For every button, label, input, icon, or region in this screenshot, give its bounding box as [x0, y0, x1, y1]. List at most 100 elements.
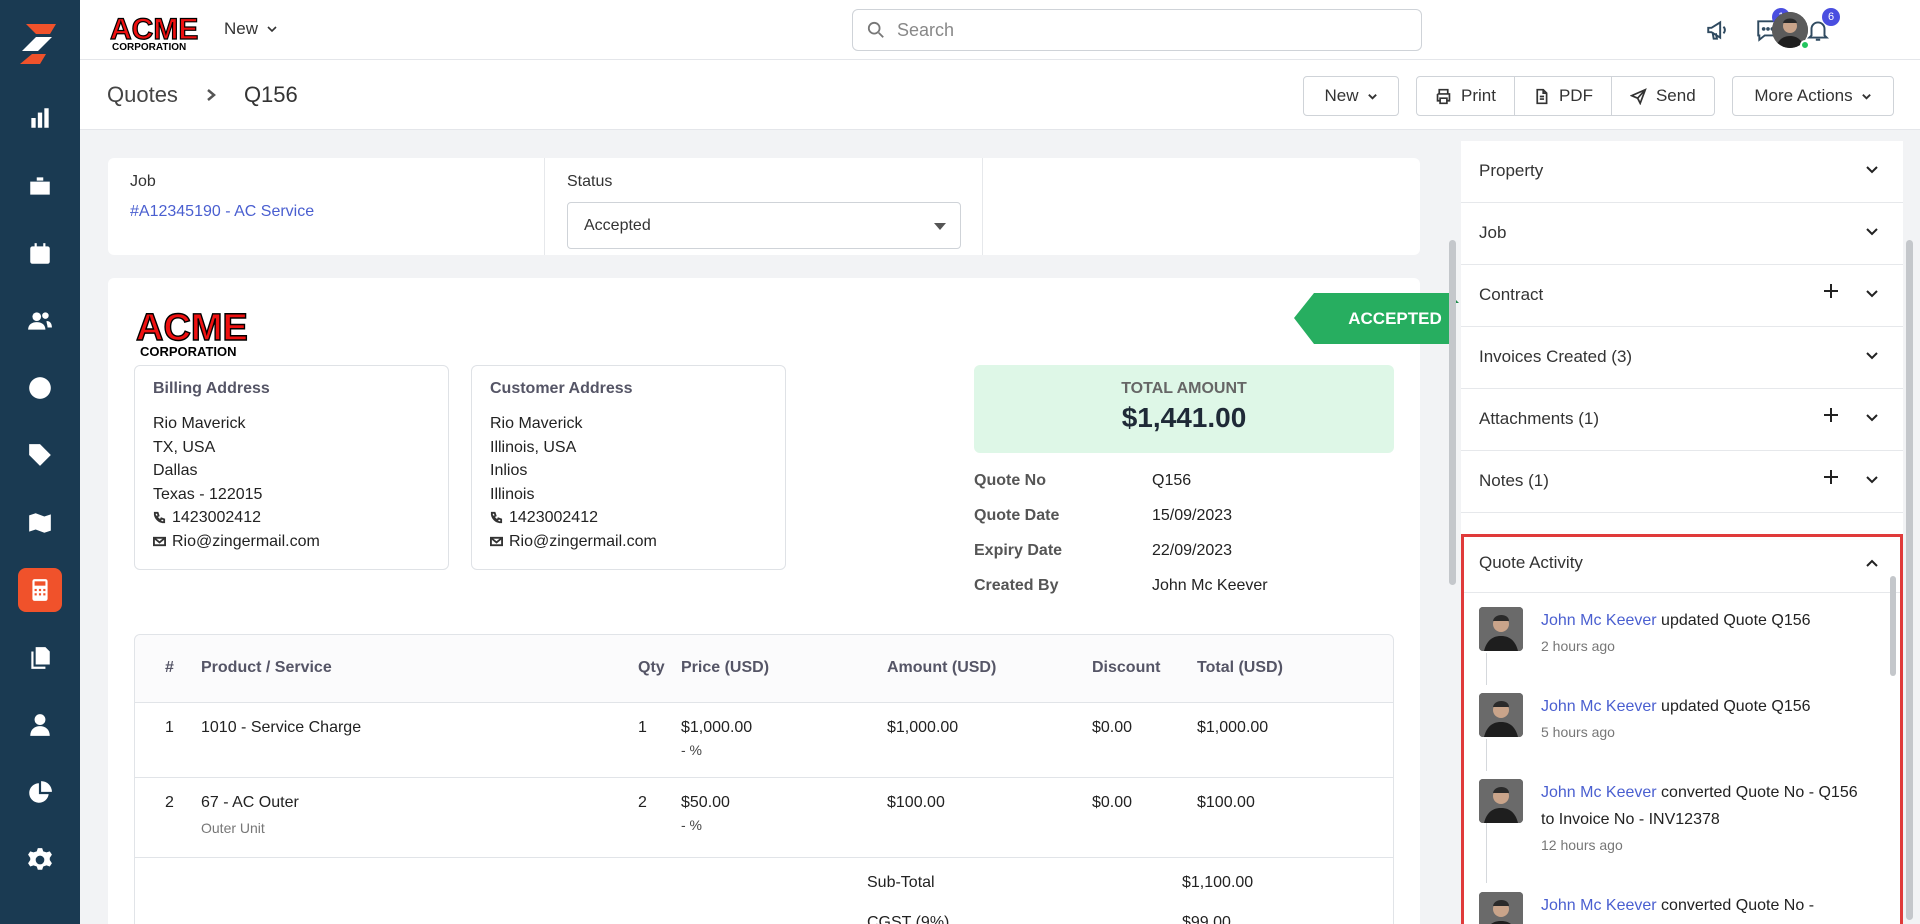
- cell-amount: $1,000.00: [887, 719, 959, 736]
- activity-time: 2 hours ago: [1541, 638, 1615, 654]
- chevron-down-icon[interactable]: [1865, 287, 1879, 301]
- total-amount-value: $1,441.00: [1121, 402, 1247, 433]
- sidebar-item-dashboard[interactable]: [18, 96, 62, 140]
- new-menu[interactable]: New: [224, 19, 278, 39]
- announcements-button[interactable]: [1702, 14, 1734, 46]
- meta-key: Created By: [974, 577, 1059, 594]
- add-contract-icon[interactable]: [1822, 282, 1840, 300]
- details-panel-inner: Property Job Contract Invoices Created (…: [1461, 141, 1903, 924]
- sidebar-item-jobs[interactable]: [18, 164, 62, 208]
- send-button[interactable]: Send: [1612, 77, 1714, 115]
- section-title: Contract: [1479, 285, 1544, 304]
- app-logo-icon[interactable]: [16, 20, 64, 68]
- cell-no: 1: [165, 719, 174, 736]
- activity-time: 12 hours ago: [1541, 837, 1623, 853]
- panel-scrollbar[interactable]: [1906, 240, 1913, 920]
- pdf-button[interactable]: PDF: [1515, 77, 1612, 115]
- brand-logo[interactable]: ACME CORPORATION: [108, 10, 200, 57]
- customer-address-card: Customer Address Rio Maverick Illinois, …: [471, 365, 786, 570]
- printer-icon: [1436, 88, 1451, 104]
- section-title: Invoices Created (3): [1479, 347, 1633, 366]
- total-amount-label: TOTAL AMOUNT: [1121, 380, 1247, 397]
- cell-price-discount: - %: [681, 817, 702, 833]
- new-menu-label: New: [224, 19, 259, 38]
- section-invoices-created[interactable]: Invoices Created (3): [1461, 327, 1903, 389]
- section-contract[interactable]: Contract: [1461, 265, 1903, 327]
- cell-total: $100.00: [1197, 794, 1255, 811]
- sidebar-item-reports[interactable]: [18, 771, 62, 815]
- sidebar-item-users[interactable]: [18, 703, 62, 747]
- customer-line: Illinois: [490, 485, 535, 503]
- ribbon-text: ACCEPTED: [1348, 309, 1442, 328]
- status-select[interactable]: Accepted: [567, 202, 961, 249]
- online-status-indicator: [1800, 40, 1810, 50]
- section-notes[interactable]: Notes (1): [1461, 451, 1903, 513]
- activity-user-link[interactable]: John Mc Keever: [1541, 612, 1657, 629]
- document-actions: Print PDF Send: [1416, 76, 1715, 116]
- svg-text:ACME: ACME: [136, 307, 248, 349]
- more-actions-button[interactable]: More Actions: [1732, 76, 1894, 116]
- sidebar-item-customers[interactable]: [18, 299, 62, 343]
- job-link[interactable]: #A12345190 - AC Service: [130, 203, 315, 220]
- chevron-down-icon[interactable]: [1865, 411, 1879, 425]
- chevron-down-icon[interactable]: [1865, 225, 1879, 239]
- section-property[interactable]: Property: [1461, 141, 1903, 203]
- table-row[interactable]: 1 1010 - Service Charge 1 $1,000.00 - % …: [135, 703, 1393, 778]
- cell-total: $1,000.00: [1197, 719, 1269, 736]
- sidebar-item-invoices[interactable]: [18, 636, 62, 680]
- sidebar-item-pricebook[interactable]: [18, 433, 62, 477]
- user-icon: [30, 714, 50, 736]
- sidebar-item-map[interactable]: [18, 501, 62, 545]
- print-button[interactable]: Print: [1417, 77, 1515, 115]
- documents-icon: [31, 647, 50, 669]
- status-label: Status: [567, 173, 613, 190]
- sidebar-item-quotes[interactable]: [18, 568, 62, 612]
- page-header: Quotes Q156 New Print PDF Send More Acti…: [80, 60, 1920, 130]
- notifications-button[interactable]: 6: [1802, 8, 1840, 46]
- table-row[interactable]: 2 67 - AC Outer Outer Unit 2 $50.00 - % …: [135, 778, 1393, 858]
- activity-user-link[interactable]: John Mc Keever: [1541, 698, 1657, 715]
- chevron-up-icon[interactable]: [1865, 556, 1879, 570]
- chevron-down-icon[interactable]: [1865, 163, 1879, 177]
- billing-line: Rio Maverick: [153, 415, 246, 432]
- more-actions-label: More Actions: [1754, 86, 1853, 105]
- section-title: Attachments (1): [1479, 409, 1599, 428]
- section-title: Property: [1479, 161, 1544, 180]
- top-bar: ACME CORPORATION New 1 6: [80, 0, 1920, 60]
- sidebar-item-timesheets[interactable]: [18, 366, 62, 410]
- customer-address-title: Customer Address: [490, 380, 633, 397]
- breadcrumb-current: Q156: [243, 82, 298, 107]
- activity-text: John Mc Keever converted Quote No -: [1541, 892, 1861, 919]
- sidebar-item-calendar[interactable]: [18, 232, 62, 276]
- search-input[interactable]: [897, 19, 1377, 41]
- activity-text: John Mc Keever updated Quote Q156 2 hour…: [1541, 607, 1861, 658]
- activity-user-link[interactable]: John Mc Keever: [1541, 897, 1657, 914]
- divider: [544, 158, 545, 255]
- search-box[interactable]: [852, 9, 1422, 51]
- send-label: Send: [1655, 86, 1696, 105]
- users-icon: [28, 312, 52, 330]
- chevron-down-icon[interactable]: [1865, 473, 1879, 487]
- sidebar-item-settings[interactable]: [18, 838, 62, 882]
- cell-no: 2: [165, 794, 174, 811]
- billing-phone: 1423002412: [153, 506, 430, 530]
- billing-line: TX, USA: [153, 438, 216, 456]
- breadcrumb-quotes[interactable]: Quotes: [107, 82, 178, 107]
- main-content: Job #A12345190 - AC Service Status Accep…: [80, 131, 1459, 924]
- cell-product: 67 - AC Outer: [201, 794, 299, 811]
- add-attachment-icon[interactable]: [1822, 406, 1840, 424]
- avatar: [1479, 892, 1523, 924]
- new-dropdown-button[interactable]: New: [1303, 76, 1399, 116]
- chevron-down-icon[interactable]: [1865, 349, 1879, 363]
- activity-user-link[interactable]: John Mc Keever: [1541, 784, 1657, 801]
- activity-scrollbar[interactable]: [1890, 576, 1896, 676]
- column-header: Product / Service: [201, 659, 332, 676]
- billing-line: Dallas: [153, 462, 198, 479]
- notifications-badge: 6: [1822, 8, 1840, 26]
- main-scrollbar[interactable]: [1449, 240, 1456, 585]
- acme-logo-icon: ACME CORPORATION: [135, 306, 248, 359]
- section-job[interactable]: Job: [1461, 203, 1903, 265]
- customer-line: Inlios: [490, 462, 528, 479]
- section-attachments[interactable]: Attachments (1): [1461, 389, 1903, 451]
- add-note-icon[interactable]: [1822, 468, 1840, 486]
